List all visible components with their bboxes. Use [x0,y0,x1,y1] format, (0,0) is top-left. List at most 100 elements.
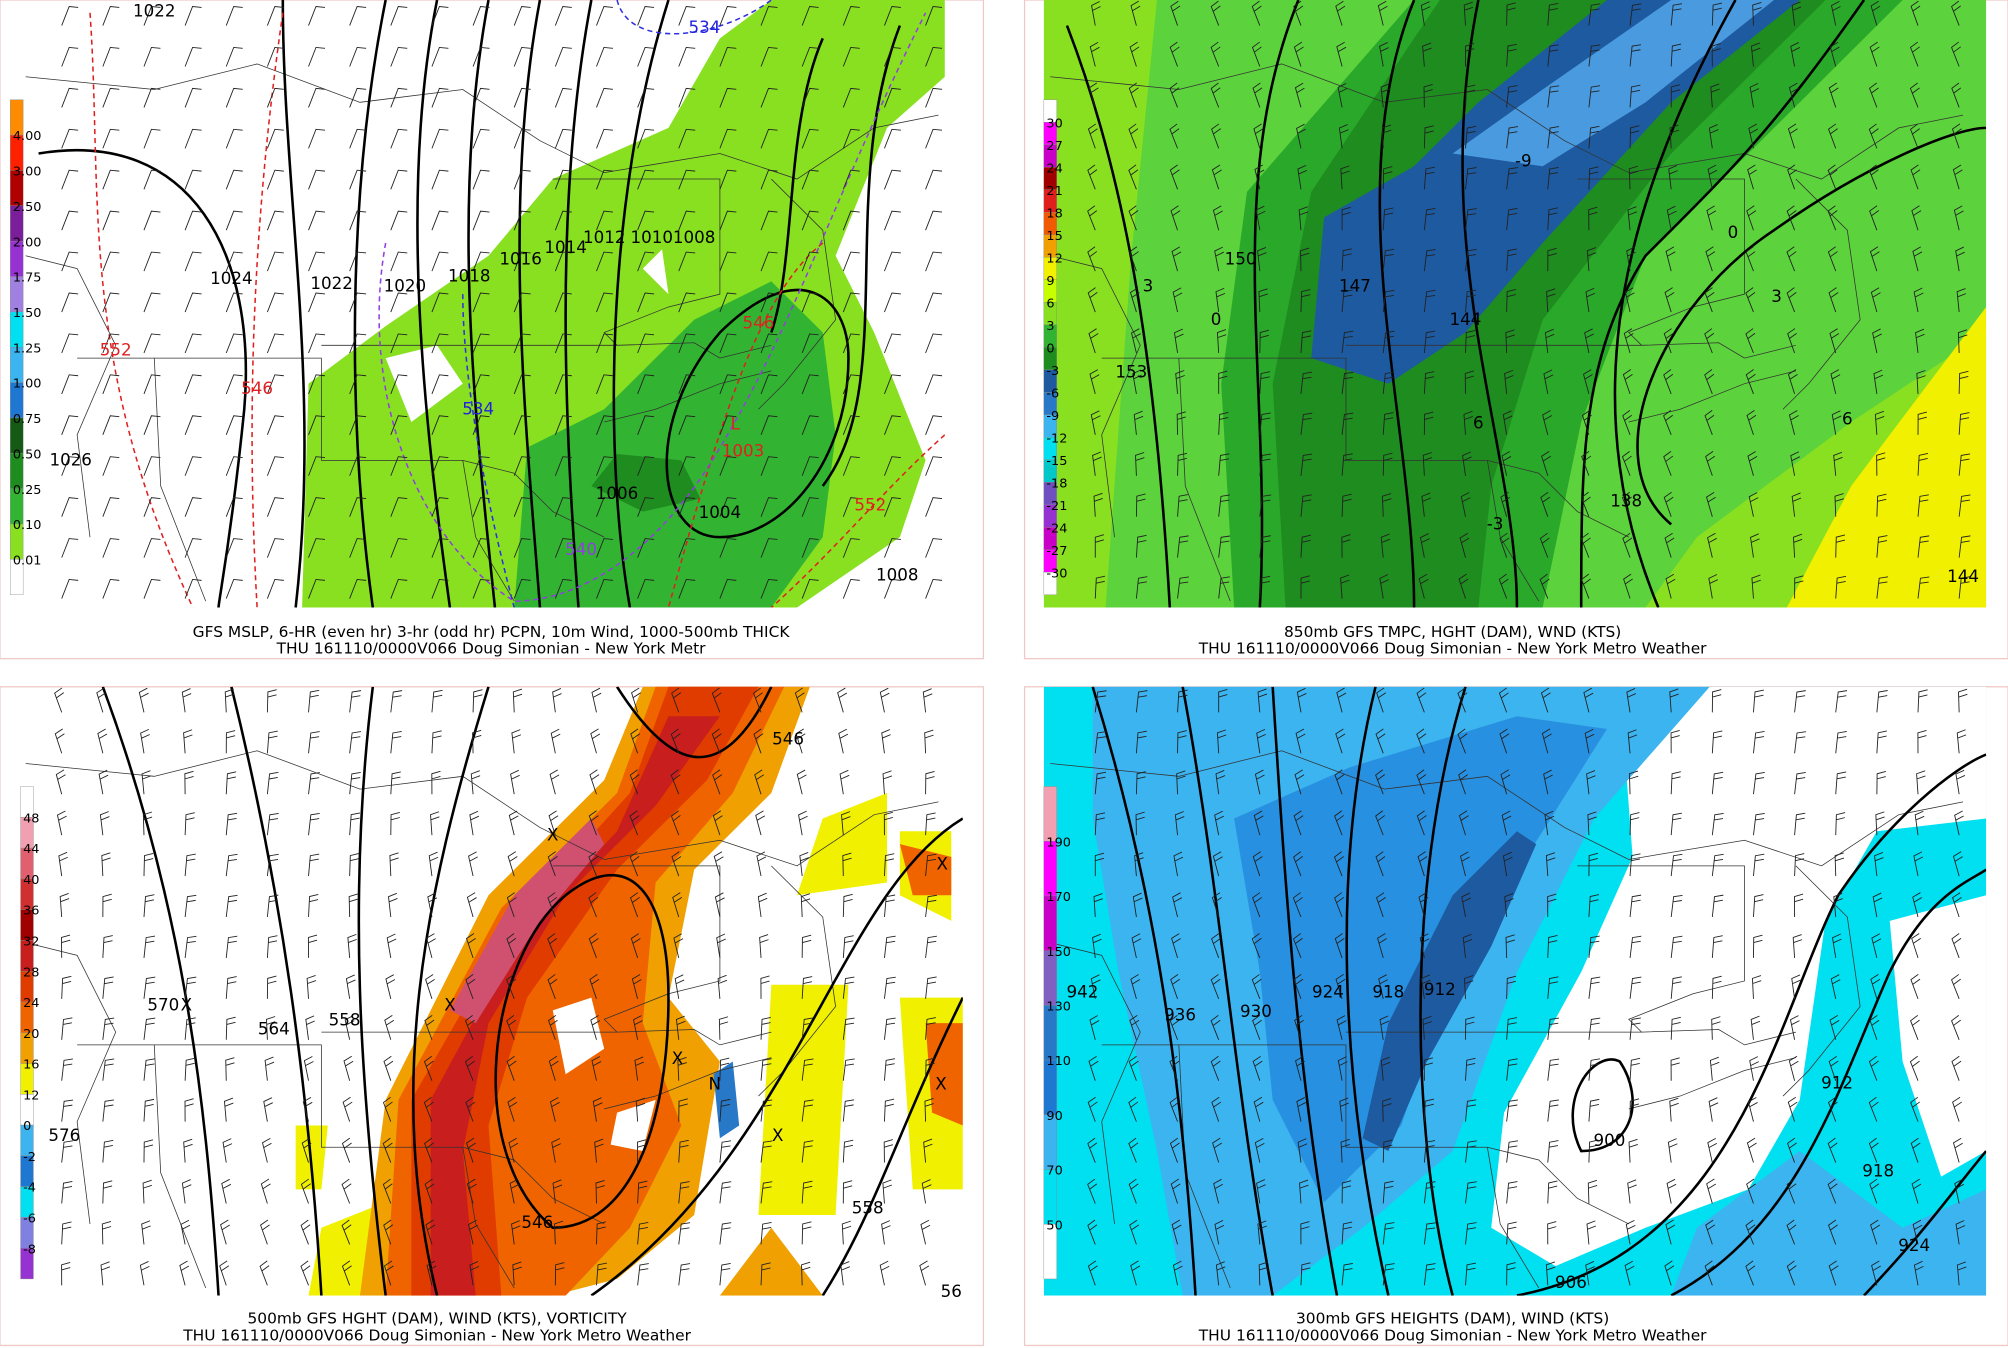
wind-barb [637,128,655,149]
wind-barb [1786,1260,1797,1286]
wind-barb [1953,205,1964,231]
wind-barb [1951,41,1961,67]
wind-barb [1542,410,1552,435]
wind-barb [1216,329,1227,354]
wind-barb [1833,451,1843,476]
wind-barb [102,579,120,599]
wind-barb [507,851,518,877]
wind-barb [349,812,361,836]
wind-barb [301,1137,312,1163]
wind-barb [468,851,478,877]
wind-barb [513,579,531,599]
wind-barb [143,374,161,395]
wind-barb [884,374,901,395]
wind-barb [1252,892,1263,918]
colorbar-label: 4.00 [13,129,42,144]
wind-barb [469,810,480,836]
wind-barb [678,415,696,436]
wind-barb [1788,1055,1799,1081]
wind-barb [1212,1137,1223,1163]
wind-barb [1786,205,1797,231]
wind-barb [431,333,449,354]
wind-barb [341,1137,352,1163]
wind-barb [308,87,326,108]
wind-barb [222,1138,233,1163]
wind-barb [1951,974,1961,1000]
wind-barb [225,538,243,558]
wind-barb [760,1016,771,1040]
colorbar-label: 170 [1046,890,1071,905]
wind-barb [1169,1096,1180,1122]
wind-fill [1491,686,1987,1267]
wind-barb [61,292,79,313]
wind-barb [925,812,936,836]
wind-barb [1376,687,1387,713]
wind-barb [1588,85,1601,108]
wind-barb [1418,892,1429,918]
wind-barb [760,1099,773,1122]
wind-barb [1588,935,1600,958]
height-contour [1091,686,1467,1296]
wind-barb [922,688,933,713]
wind-barb [596,538,613,558]
wind-barb [1753,689,1764,713]
wind-barb [465,1137,476,1163]
wind-barb [1788,410,1799,435]
wind-barb [1382,452,1393,476]
wind-barb [225,169,243,190]
wind-barb [1588,206,1598,231]
wind-barb [1506,1017,1518,1040]
vort-fill [385,686,963,1296]
wind-barb [925,853,937,877]
wind-barb [1177,452,1188,476]
wind-barb [1334,892,1345,918]
wind-barb [760,1058,772,1081]
wind-barb [308,169,326,190]
wind-barb [1869,205,1880,231]
contour-label: 912 [1821,1073,1853,1092]
wind-barb [143,1058,155,1081]
wind-barb [183,729,193,754]
wind-barb [719,46,737,67]
colorbar-label: 30 [1046,116,1062,131]
wind-barb [1664,1260,1675,1286]
wind-barb [1833,893,1843,918]
wind-barb [678,128,696,149]
wind-barb [102,538,120,558]
thickness [378,12,927,602]
wind-barb [1416,810,1427,836]
wind-barb [349,333,367,354]
wind-barb [883,853,895,877]
wind-barb [1172,892,1183,918]
map-area [1043,686,1987,1296]
wind-barb [56,810,67,836]
wind-barb [1869,246,1880,272]
wind-barb [101,1220,112,1245]
wind-barb [1704,410,1715,435]
wind-barb [635,1097,646,1122]
wind-barb [596,333,613,354]
wind-barb [1958,576,1971,599]
wind-barb [1745,369,1756,395]
wind-barb [1872,892,1883,918]
wind-barb [596,579,613,599]
wind-barb [1130,1260,1141,1286]
wind-barb [1341,289,1353,313]
contour-label: 1012 [583,228,625,247]
wind-barb [554,497,572,517]
wind-barb [884,169,901,190]
wind-barb [1175,370,1185,394]
wind-barb [1259,329,1270,353]
wind-barb [1910,0,1921,26]
wind-barb [510,769,520,795]
wind-barb [1622,410,1632,435]
wind-barb [1382,166,1393,190]
wind-barb [1875,811,1885,836]
wind-barb [1835,812,1846,836]
wind-barb [801,333,819,354]
wind-barb [1128,82,1139,108]
wind-barb [1827,1178,1838,1204]
wind-barb [1465,330,1476,354]
wind-barb [1294,1014,1304,1040]
wind-barb [225,456,243,476]
